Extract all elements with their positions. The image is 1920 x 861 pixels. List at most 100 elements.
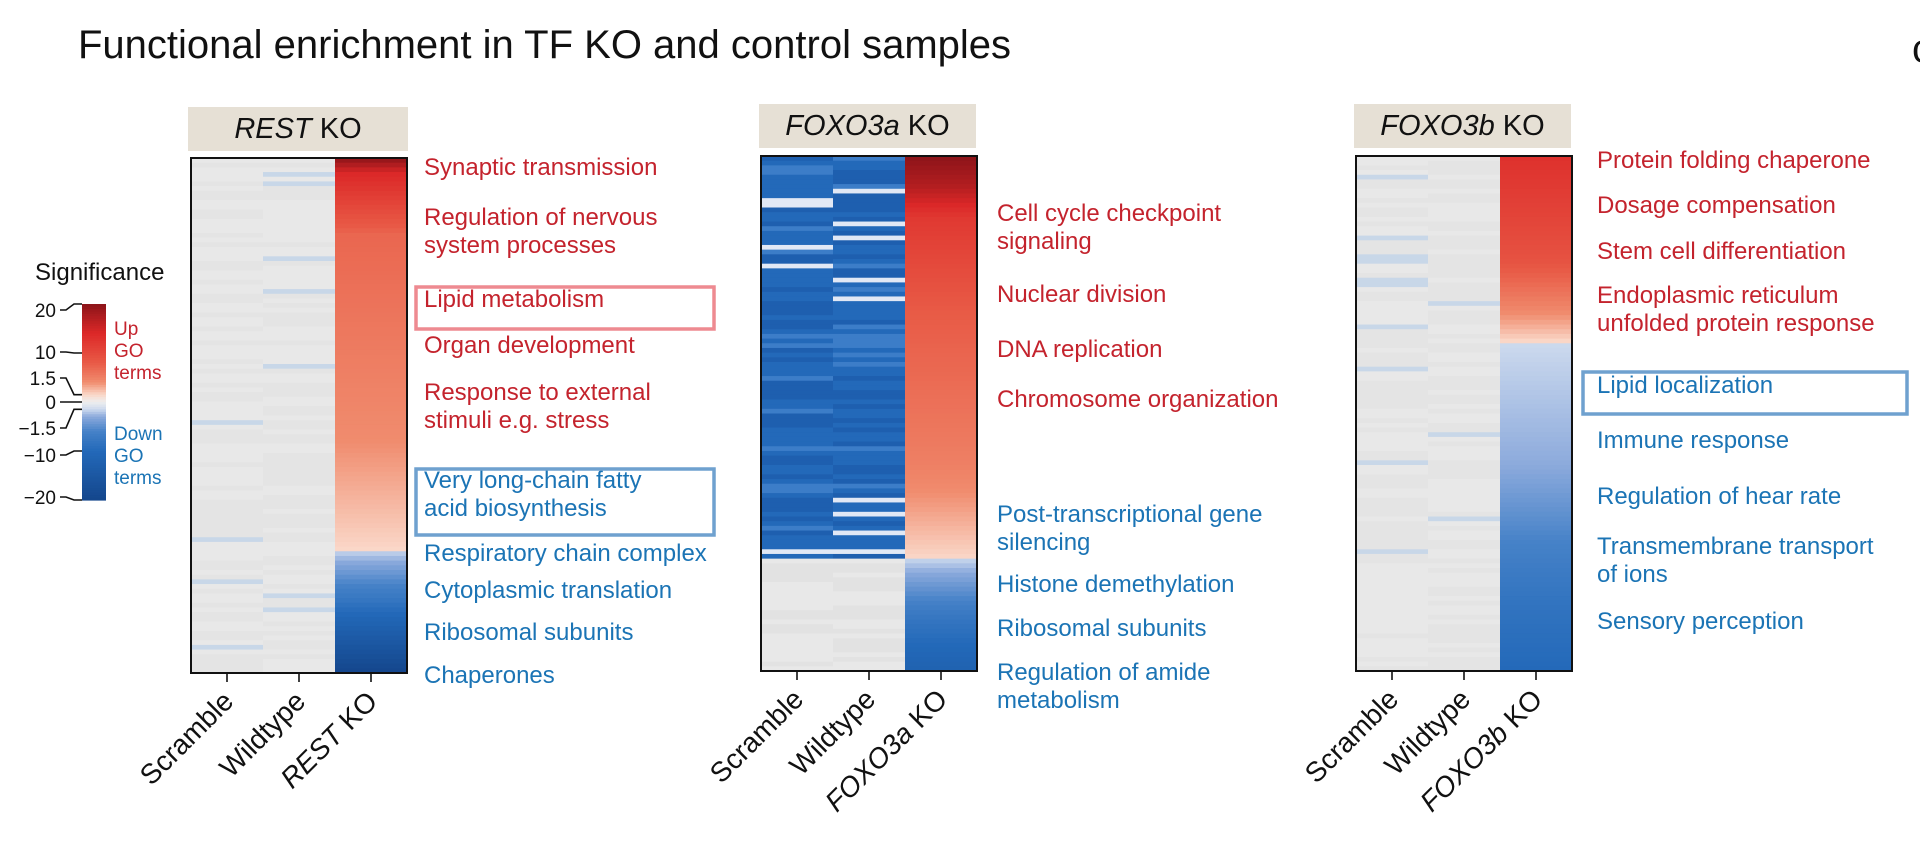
heatmap-cell	[335, 349, 407, 356]
heatmap-cell	[1428, 188, 1500, 195]
heatmap-cell	[1356, 357, 1428, 363]
heatmap-cell	[1428, 291, 1500, 298]
heatmap-cell	[761, 507, 833, 513]
heatmap-cell	[1500, 544, 1572, 550]
heatmap-cell	[905, 647, 977, 653]
heatmap-cell	[761, 614, 833, 621]
heatmap-cell	[905, 184, 977, 190]
heatmap-cell	[191, 401, 263, 407]
heatmap-cell	[1428, 235, 1500, 241]
heatmap-cell	[905, 380, 977, 387]
heatmap-cell	[335, 354, 407, 360]
heatmap-cell	[905, 240, 977, 246]
heatmap-cell	[761, 338, 833, 344]
heatmap-cell	[1356, 376, 1428, 382]
heatmap-cell	[335, 452, 407, 459]
legend-colorbar-segment	[82, 304, 106, 308]
heatmap-cell	[761, 465, 833, 471]
heatmap-cell	[1428, 193, 1500, 199]
heatmap-cell	[335, 640, 407, 646]
heatmap-cell	[1428, 596, 1500, 602]
heatmap-cell	[1356, 263, 1428, 269]
heatmap-cell	[761, 610, 833, 616]
legend-colorbar-segment	[82, 470, 106, 474]
heatmap-cell	[761, 572, 833, 578]
heatmap-cell	[335, 368, 407, 374]
heatmap-cell	[1500, 408, 1572, 415]
heatmap-cell	[191, 368, 263, 374]
heatmap-cell	[191, 382, 263, 389]
heatmap-cell	[1428, 216, 1500, 223]
x-tick-label: Scramble	[704, 683, 810, 789]
heatmap-cell	[263, 392, 335, 398]
heatmap-cell	[761, 174, 833, 181]
heatmap-cell	[761, 221, 833, 227]
heatmap-cell	[1428, 343, 1500, 349]
heatmap-cell	[905, 170, 977, 176]
heatmap-cell	[833, 549, 905, 555]
heatmap-cell	[1500, 343, 1572, 349]
heatmap-cell	[761, 483, 833, 490]
heatmap-cell	[761, 301, 833, 307]
heatmap-cell	[191, 509, 263, 515]
heatmap-cell	[335, 298, 407, 304]
heatmap-cell	[1500, 666, 1572, 672]
legend-colorbar-segment	[82, 428, 106, 432]
heatmap-cell	[263, 242, 335, 248]
heatmap-cell	[191, 485, 263, 492]
legend-colorbar-segment	[82, 379, 106, 383]
heatmap-cell	[191, 588, 263, 595]
heatmap-cell	[263, 649, 335, 655]
heatmap-cell	[833, 296, 905, 302]
heatmap-cell	[1356, 502, 1428, 508]
legend-colorbar-segment	[82, 419, 106, 423]
heatmap-cell	[905, 642, 977, 649]
heatmap-cell	[905, 544, 977, 550]
heatmap-cell	[1500, 352, 1572, 358]
heatmap-cell	[263, 373, 335, 379]
legend-colorbar-segment	[82, 399, 106, 403]
heatmap-cell	[833, 343, 905, 349]
heatmap-cell	[1356, 418, 1428, 424]
heatmap-cell	[1500, 301, 1572, 307]
heatmap-cell	[1428, 207, 1500, 213]
heatmap-cell	[905, 333, 977, 340]
heatmap-cell	[335, 537, 407, 543]
heatmap-cell	[191, 190, 263, 197]
heatmap-cell	[761, 563, 833, 569]
heatmap-cell	[263, 312, 335, 318]
cropped-edge-glyph: c	[1912, 27, 1920, 71]
heatmap-cell	[833, 544, 905, 550]
heatmap-cell	[1428, 399, 1500, 405]
heatmap-cell	[761, 638, 833, 644]
heatmap-cell	[191, 644, 263, 651]
heatmap-cell	[1428, 577, 1500, 583]
heatmap-cell	[1428, 156, 1500, 162]
heatmap-cell	[1500, 661, 1572, 667]
heatmap-cell	[1356, 605, 1428, 611]
heatmap-cell	[761, 479, 833, 485]
heatmap-cell	[833, 497, 905, 504]
heatmap-cell	[1356, 479, 1428, 485]
heatmap-cell	[335, 518, 407, 524]
heatmap-cell	[761, 596, 833, 602]
heatmap-cell	[1500, 418, 1572, 424]
legend-colorbar-segment	[82, 353, 106, 357]
heatmap-cell	[1356, 455, 1428, 461]
heatmap-cell	[263, 204, 335, 211]
heatmap-cell	[335, 481, 407, 487]
heatmap-cell	[1500, 315, 1572, 321]
heatmap-cell	[191, 593, 263, 599]
heatmap-cell	[905, 296, 977, 302]
legend-colorbar-segment	[82, 306, 106, 310]
heatmap-cell	[263, 396, 335, 403]
heatmap-cell	[263, 364, 335, 370]
heatmap-cell	[191, 237, 263, 243]
heatmap-cell	[761, 427, 833, 433]
go-term-label: Nuclear division	[997, 281, 1166, 308]
heatmap-cell	[905, 572, 977, 578]
heatmap-cell	[191, 261, 263, 267]
panel-header-bg	[759, 104, 976, 148]
heatmap-cell	[1428, 455, 1500, 461]
heatmap-cell	[263, 429, 335, 435]
